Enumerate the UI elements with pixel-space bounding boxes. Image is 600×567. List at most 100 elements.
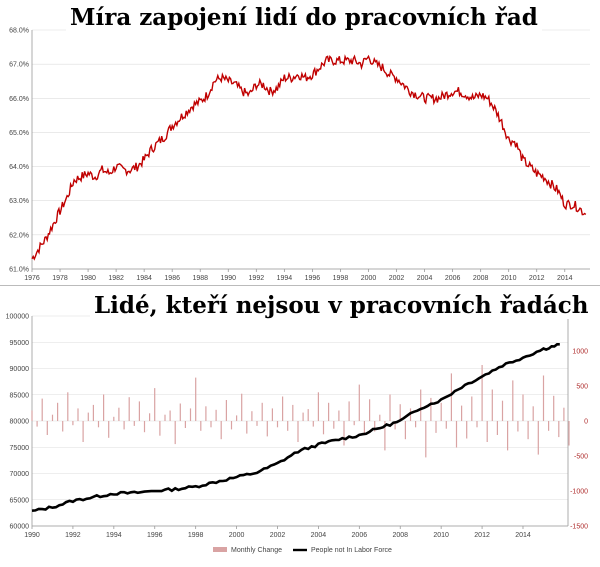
y-tick-label: 62.0% — [9, 232, 29, 239]
participation-rate-line — [31, 54, 587, 261]
monthly-change-bar — [445, 421, 447, 429]
monthly-change-bar — [384, 421, 386, 451]
monthly-change-bar — [72, 421, 74, 426]
x-tick-label: 2010 — [433, 532, 449, 539]
x-tick-label: 1986 — [164, 275, 180, 282]
monthly-change-bar — [287, 421, 289, 431]
y-tick-label: 64.0% — [9, 164, 29, 171]
x-tick-label: 2004 — [417, 275, 433, 282]
y-left-tick-label: 75000 — [10, 445, 30, 452]
y-right-tick-label: -500 — [574, 454, 588, 461]
y-tick-label: 61.0% — [9, 267, 29, 274]
legend-label-people-not-in-labor-force: People not In Labor Force — [311, 547, 392, 554]
monthly-change-bar — [210, 421, 212, 428]
y-right-tick-label: 0 — [584, 419, 588, 426]
monthly-change-bar — [149, 413, 151, 421]
legend-label-monthly-change: Monthly Change — [231, 547, 282, 554]
x-tick-label: 2002 — [270, 532, 286, 539]
monthly-change-bar — [62, 421, 64, 432]
x-tick-label: 2006 — [445, 275, 461, 282]
x-tick-label: 2000 — [229, 532, 245, 539]
monthly-change-bar — [435, 421, 437, 433]
x-tick-label: 2014 — [557, 275, 573, 282]
x-tick-label: 2008 — [392, 532, 408, 539]
x-tick-label: 1976 — [24, 275, 40, 282]
monthly-change-bar — [399, 404, 401, 421]
monthly-change-bar — [282, 396, 284, 421]
monthly-change-bar — [195, 377, 197, 421]
x-tick-label: 2004 — [311, 532, 327, 539]
y-left-tick-label: 100000 — [6, 314, 29, 321]
monthly-change-bar — [189, 408, 192, 421]
monthly-change-bar — [374, 421, 376, 432]
y-tick-label: 65.0% — [9, 130, 29, 137]
monthly-change-bar — [108, 421, 110, 438]
monthly-change-bar — [77, 408, 79, 421]
monthly-change-bar — [179, 403, 181, 421]
y-tick-label: 63.0% — [9, 198, 29, 205]
monthly-change-bar — [466, 421, 468, 439]
monthly-change-bar — [481, 365, 483, 421]
monthly-change-bar — [276, 421, 279, 428]
monthly-change-bar — [450, 373, 452, 421]
y-right-tick-label: -1500 — [570, 524, 588, 531]
monthly-change-bar — [389, 394, 391, 421]
monthly-change-bar — [246, 421, 248, 434]
y-right-tick-label: -1000 — [570, 489, 588, 496]
monthly-change-bar — [379, 414, 381, 421]
monthly-change-bar — [512, 380, 514, 421]
monthly-change-bar — [328, 402, 330, 421]
monthly-change-bar — [271, 408, 273, 421]
y-right-tick-label: 1000 — [572, 349, 588, 356]
monthly-change-bar — [527, 421, 529, 440]
monthly-change-bar — [205, 406, 207, 421]
x-tick-label: 2002 — [389, 275, 405, 282]
monthly-change-bar — [353, 421, 355, 426]
monthly-change-bar — [568, 421, 570, 446]
x-tick-label: 1992 — [249, 275, 265, 282]
monthly-change-bar — [236, 415, 238, 421]
monthly-change-bar — [532, 406, 534, 421]
monthly-change-bar — [404, 421, 406, 440]
monthly-change-bar — [394, 421, 396, 430]
monthly-change-bar — [159, 421, 161, 436]
monthly-change-bar — [51, 414, 54, 421]
monthly-change-bar — [128, 397, 130, 421]
monthly-change-bar — [220, 421, 222, 440]
x-tick-label: 1988 — [192, 275, 208, 282]
x-tick-label: 2012 — [474, 532, 490, 539]
monthly-change-bar — [251, 411, 253, 421]
y-left-tick-label: 80000 — [10, 419, 30, 426]
monthly-change-bar — [302, 412, 304, 421]
monthly-change-bar — [138, 401, 140, 421]
legend-swatch-monthly-change — [213, 547, 227, 552]
not-in-labor-force-line — [31, 343, 560, 512]
monthly-change-bar — [358, 384, 360, 421]
monthly-change-bar — [46, 421, 48, 435]
monthly-change-bar — [548, 421, 550, 431]
monthly-change-bar — [200, 421, 202, 431]
monthly-change-bar — [241, 393, 243, 421]
monthly-change-bar — [184, 421, 186, 428]
monthly-change-bar — [103, 394, 105, 421]
y-tick-label: 68.0% — [9, 28, 29, 35]
legend: Monthly Change People not In Labor Force — [213, 547, 392, 554]
y-tick-label: 67.0% — [9, 62, 29, 69]
monthly-change-bar — [82, 421, 84, 442]
chart-not-in-labor-force: 60000 65000 70000 75000 80000 85000 90000 95000… — [0, 286, 600, 562]
monthly-change-bar — [507, 421, 509, 451]
monthly-change-bar — [41, 398, 43, 421]
y-left-tick-label: 70000 — [10, 471, 30, 478]
x-tick-label: 2006 — [352, 532, 368, 539]
monthly-change-bar — [363, 421, 365, 435]
monthly-change-bar — [118, 407, 120, 421]
y-tick-label: 66.0% — [9, 96, 29, 103]
monthly-change-bar — [266, 421, 268, 437]
monthly-change-bar — [164, 414, 166, 421]
monthly-change-bar — [455, 421, 458, 448]
monthly-change-bar — [517, 421, 519, 432]
monthly-change-bar — [174, 421, 176, 445]
x-tick-label: 1996 — [147, 532, 163, 539]
x-tick-label: 1984 — [136, 275, 152, 282]
monthly-change-bar — [297, 421, 299, 442]
